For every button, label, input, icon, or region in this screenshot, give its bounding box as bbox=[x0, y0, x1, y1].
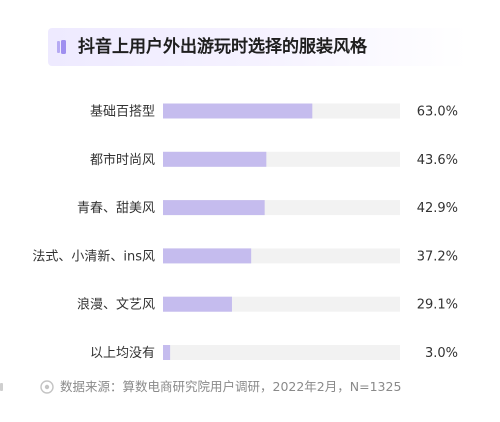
value-label: 63.0% bbox=[417, 105, 458, 120]
category-label: 浪漫、文艺风 bbox=[77, 298, 155, 313]
value-label: 42.9% bbox=[417, 201, 458, 216]
chart-title: 抖音上用户外出游玩时选择的服装风格 bbox=[78, 37, 367, 57]
source-text: 数据来源：算数电商研究院用户调研，2022年2月，N=1325 bbox=[60, 379, 402, 394]
bar-marker-icon bbox=[57, 40, 66, 54]
bar bbox=[163, 103, 313, 119]
value-label: 29.1% bbox=[417, 298, 458, 313]
category-label: 基础百搭型 bbox=[90, 104, 155, 120]
value-label: 3.0% bbox=[425, 346, 458, 361]
title-band bbox=[48, 28, 468, 66]
bar bbox=[163, 248, 252, 264]
category-label: 青春、甜美风 bbox=[77, 200, 155, 216]
bar bbox=[163, 200, 265, 216]
category-label: 都市时尚风 bbox=[90, 152, 155, 168]
bar-track bbox=[163, 345, 400, 360]
category-label: 以上均没有 bbox=[90, 346, 155, 361]
value-label: 37.2% bbox=[417, 249, 458, 264]
bar-chart: 基础百搭型 63.0% 都市时尚风 43.6% 青春、甜美风 42.9% 法式、小清新、in… bbox=[32, 103, 458, 361]
bar bbox=[163, 151, 267, 167]
category-label: 法式、小清新、ins风 bbox=[32, 248, 155, 264]
edge-marker bbox=[0, 383, 3, 391]
source-note: 数据来源：算数电商研究院用户调研，2022年2月，N=1325 bbox=[40, 377, 401, 397]
bar bbox=[163, 345, 171, 360]
bar bbox=[163, 296, 232, 312]
info-circle-icon bbox=[40, 380, 54, 394]
value-label: 43.6% bbox=[417, 153, 458, 168]
